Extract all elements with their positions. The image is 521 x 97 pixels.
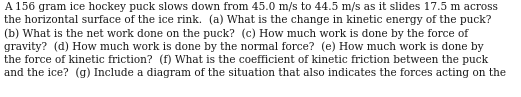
- Text: A 156 gram ice hockey puck slows down from 45.0 m/s to 44.5 m/s as it slides 17.: A 156 gram ice hockey puck slows down fr…: [4, 2, 506, 78]
